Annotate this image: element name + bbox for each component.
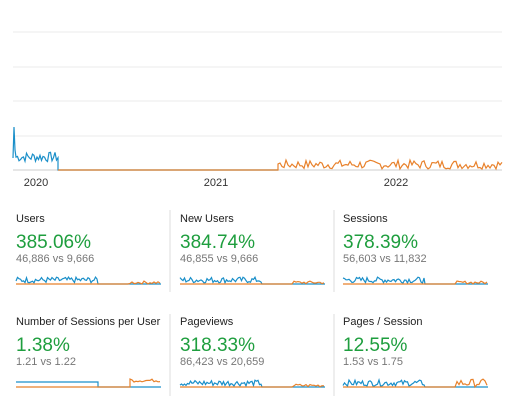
x-label: 2020 — [24, 177, 48, 189]
metric-name: Number of Sessions per User — [16, 316, 161, 328]
sparkline-orange — [343, 378, 488, 389]
metric-change: 318.33% — [180, 335, 255, 356]
metric-tile: New Users 384.74%46,855 vs 9,666 — [179, 213, 325, 285]
metric-tile: Users 385.06%46,886 vs 9,666 — [15, 213, 161, 285]
x-label: 2022 — [384, 177, 408, 189]
metric-detail: 1.53 vs 1.75 — [343, 356, 403, 368]
metric-tile: Pageviews 318.33%86,423 vs 20,659 — [179, 316, 325, 388]
sparkline-orange — [16, 378, 161, 388]
trace-orange — [58, 158, 503, 171]
sparkline-blue — [342, 276, 488, 285]
metric-tiles: Users 385.06%46,886 vs 9,666 New Users 384.… — [15, 210, 488, 396]
metric-name: Pages / Session — [343, 316, 423, 328]
sparkline-orange — [16, 280, 161, 285]
metric-detail: 56,603 vs 11,832 — [343, 253, 427, 265]
metric-tile: Sessions 378.39%56,603 vs 11,832 — [342, 213, 488, 285]
metric-change: 385.06% — [16, 232, 91, 253]
x-label: 2021 — [204, 177, 228, 189]
metric-change: 1.38% — [16, 335, 70, 356]
metric-name: Users — [16, 213, 45, 225]
sparkline-blue — [342, 377, 488, 388]
sparkline-orange — [180, 383, 325, 388]
sparkline-blue — [16, 381, 161, 388]
sparkline-blue — [15, 275, 161, 285]
metric-tile: Number of Sessions per User 1.38%1.21 vs … — [16, 316, 161, 388]
metric-tile: Pages / Session 12.55%1.53 vs 1.75 — [342, 316, 488, 389]
metric-detail: 46,855 vs 9,666 — [180, 253, 258, 265]
metric-change: 378.39% — [343, 232, 418, 253]
sparkline-blue — [179, 379, 325, 388]
sparkline-orange — [343, 280, 488, 285]
metric-name: New Users — [180, 213, 234, 225]
metric-change: 12.55% — [343, 335, 408, 356]
sparkline-blue — [179, 275, 325, 285]
trace-blue — [12, 126, 278, 171]
timeline-chart: 2020 2021 2022 — [12, 31, 503, 189]
metric-detail: 86,423 vs 20,659 — [180, 356, 264, 368]
sparkline-orange — [180, 280, 325, 285]
metric-name: Pageviews — [180, 316, 234, 328]
metric-detail: 46,886 vs 9,666 — [16, 253, 94, 265]
metric-change: 384.74% — [180, 232, 255, 253]
metric-detail: 1.21 vs 1.22 — [16, 356, 76, 368]
metric-name: Sessions — [343, 213, 388, 225]
